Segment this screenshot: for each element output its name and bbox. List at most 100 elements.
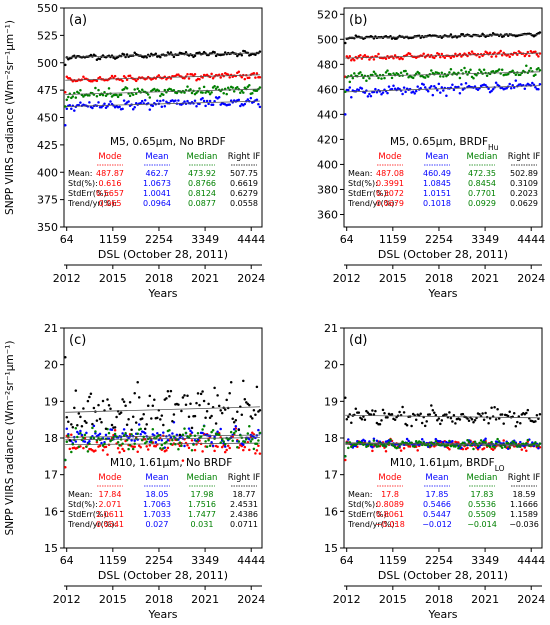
- year-tick-label: 2024: [237, 272, 265, 285]
- x-tick-label: 1159: [99, 554, 127, 567]
- stats-cell: 0.0558: [230, 199, 258, 208]
- data-point: [411, 90, 415, 94]
- series-median: [344, 64, 542, 94]
- data-point: [121, 107, 124, 111]
- data-point: [494, 442, 498, 445]
- data-point: [472, 420, 475, 424]
- stats-row-label: Std(%):: [68, 179, 98, 188]
- data-point: [131, 415, 135, 418]
- data-point: [479, 439, 483, 442]
- stats-cell: 18.77: [233, 490, 256, 499]
- data-point: [190, 431, 194, 434]
- data-point: [384, 450, 388, 453]
- data-point: [251, 92, 254, 95]
- data-point: [258, 75, 262, 79]
- data-point: [139, 445, 142, 449]
- data-point: [130, 428, 133, 432]
- data-point: [516, 53, 519, 56]
- data-point: [236, 410, 239, 414]
- y-tick-label: 450: [37, 112, 58, 125]
- stats-cell: 17.84: [99, 490, 122, 499]
- data-point: [469, 68, 472, 72]
- data-point: [523, 87, 527, 91]
- y-tick-label: 17: [44, 469, 58, 482]
- trend-line: [345, 443, 540, 446]
- data-point: [79, 429, 82, 433]
- data-point: [517, 415, 521, 418]
- data-point: [143, 427, 147, 431]
- data-point: [172, 413, 176, 416]
- data-point: [160, 105, 164, 108]
- stats-table: M10, 1.61μm, No BRDF Mode Mean Median Right …: [67, 457, 260, 529]
- data-point: [213, 449, 216, 453]
- data-point: [157, 89, 161, 93]
- data-point: [85, 431, 88, 435]
- data-point: [231, 439, 234, 443]
- data-point: [248, 84, 251, 87]
- data-point: [143, 441, 147, 445]
- year-tick-label: 2024: [517, 593, 545, 606]
- data-point: [491, 87, 495, 91]
- y-tick-label: 475: [37, 84, 58, 97]
- data-point: [344, 396, 347, 399]
- trend-line: [65, 52, 260, 58]
- data-point: [65, 416, 69, 419]
- x-tick-label: 3349: [471, 233, 499, 246]
- data-point: [71, 95, 75, 98]
- data-point: [255, 442, 259, 445]
- stats-row-label: Mean:: [68, 490, 93, 499]
- data-point: [171, 420, 174, 423]
- data-point: [133, 442, 136, 446]
- data-point: [419, 412, 422, 415]
- stats-cell: 1.0151: [423, 189, 451, 198]
- y-tick-label: 20: [44, 359, 58, 372]
- data-point: [178, 441, 182, 444]
- data-point: [537, 66, 540, 70]
- data-point: [154, 52, 158, 56]
- stats-cell: 0.5536: [468, 500, 496, 509]
- y-axis-label: SNPP VIIRS radiance (Wm⁻²sr⁻¹μm⁻¹): [4, 20, 16, 215]
- data-point: [452, 414, 456, 417]
- data-point: [217, 96, 221, 99]
- data-point: [73, 54, 76, 58]
- data-point: [357, 88, 361, 92]
- data-point: [243, 102, 247, 106]
- data-point: [65, 98, 69, 102]
- x-tick-label: 3349: [191, 554, 219, 567]
- year-tick-label: 2024: [517, 272, 545, 285]
- data-point: [201, 390, 204, 393]
- data-point: [502, 34, 505, 38]
- data-point: [242, 379, 245, 383]
- data-point: [402, 86, 406, 89]
- stats-cell: 0.8061: [376, 510, 404, 519]
- data-point: [71, 442, 75, 446]
- data-point: [223, 408, 227, 411]
- data-point: [159, 447, 162, 450]
- data-point: [452, 88, 456, 92]
- data-point: [386, 91, 389, 95]
- data-point: [228, 446, 231, 450]
- data-point: [73, 109, 76, 112]
- data-point: [449, 416, 453, 420]
- data-point: [368, 58, 371, 61]
- year-tick-label: 2015: [99, 272, 127, 285]
- trend-line: [65, 442, 260, 445]
- data-point: [448, 439, 451, 443]
- plot-frame: [343, 7, 543, 228]
- data-point: [531, 81, 534, 85]
- data-point: [526, 408, 530, 412]
- data-point: [242, 91, 245, 94]
- data-point: [207, 402, 210, 406]
- data-point: [499, 33, 502, 36]
- data-point: [538, 412, 542, 416]
- trend-line: [65, 406, 260, 413]
- data-point: [451, 439, 454, 443]
- data-point: [210, 430, 213, 434]
- x-tick-label: 2254: [145, 554, 173, 567]
- data-point: [464, 82, 468, 85]
- data-point: [481, 412, 484, 415]
- data-point: [146, 448, 150, 451]
- stats-header: Mean: [425, 473, 448, 483]
- data-point: [419, 86, 422, 90]
- data-point: [83, 419, 87, 423]
